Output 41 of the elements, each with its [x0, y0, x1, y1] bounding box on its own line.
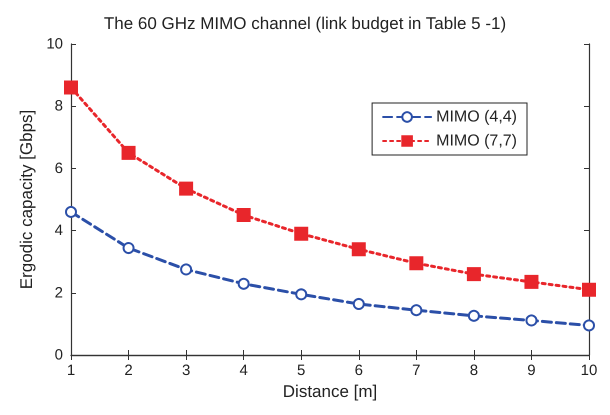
point [466, 267, 481, 282]
x-tick-label: 6 [354, 362, 363, 379]
point [64, 80, 78, 95]
chart-title: The 60 GHz MIMO channel (link budget in Table 5 -1) [104, 14, 506, 33]
y-tick-label: 6 [54, 160, 63, 177]
y-tick-label: 10 [46, 36, 63, 52]
x-tick-label: 9 [527, 362, 536, 379]
y-axis-title: Ergodic capacity [Gbps] [17, 110, 36, 290]
point [409, 256, 424, 270]
x-tick-label: 5 [297, 362, 306, 379]
x-tick-label: 10 [580, 362, 598, 379]
point [65, 206, 77, 218]
y-tick-label: 4 [54, 222, 63, 240]
point [295, 288, 308, 300]
x-tick-label: 1 [66, 362, 76, 379]
legend-label: MIMO (7,7) [436, 132, 517, 150]
point [180, 263, 192, 276]
point [352, 298, 365, 310]
point [294, 226, 308, 241]
point [352, 242, 366, 256]
y-tick-label: 2 [54, 284, 63, 302]
legend-label: MIMO (4,4) [436, 108, 517, 126]
x-tick-label: 3 [182, 362, 190, 379]
point [524, 274, 538, 289]
point [236, 208, 251, 222]
x-axis-title: Distance [m] [282, 382, 378, 401]
point [583, 319, 595, 332]
point [122, 146, 136, 160]
x-tick-label: 2 [124, 362, 133, 379]
y-tick-label: 0 [54, 346, 63, 364]
point [179, 182, 194, 196]
point [468, 310, 480, 322]
x-tick-label: 4 [239, 362, 248, 379]
x-tick-label: 7 [412, 362, 421, 379]
y-tick-label: 8 [54, 98, 63, 115]
x-tick-label: 8 [470, 362, 478, 379]
point [582, 282, 596, 297]
point [238, 278, 250, 290]
point [525, 314, 538, 326]
point [410, 304, 422, 316]
point [122, 242, 135, 254]
